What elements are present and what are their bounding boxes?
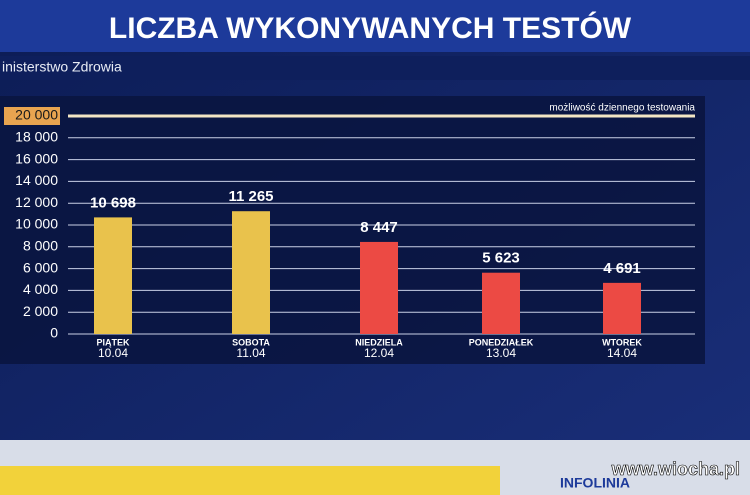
x-tick-label: PONEDZIAŁEK xyxy=(469,337,534,347)
title-bar xyxy=(0,0,750,52)
x-date-label: 14.04 xyxy=(607,346,637,360)
y-tick-label: 20 000 xyxy=(15,107,58,123)
bar xyxy=(232,211,270,334)
y-tick-highlight xyxy=(4,107,60,125)
value-label: 4 691 xyxy=(603,260,641,277)
chart-title: LICZBA WYKONYWANYCH TESTÓW xyxy=(109,11,632,45)
value-label: 5 623 xyxy=(482,250,520,267)
y-tick-label: 2 000 xyxy=(23,303,58,319)
y-tick-label: 12 000 xyxy=(15,194,58,210)
annotation: możliwość dziennego testowania xyxy=(549,103,695,114)
value-label: 10 698 xyxy=(90,194,136,211)
x-tick-label: NIEDZIELA xyxy=(355,337,403,347)
y-tick-label: 16 000 xyxy=(15,150,58,166)
value-label: 8 447 xyxy=(360,219,398,236)
subtitle-bar xyxy=(0,56,750,80)
value-label: 11 265 xyxy=(228,188,273,205)
ticker-text: INFOLINIA xyxy=(560,475,630,491)
y-tick-label: 10 000 xyxy=(15,216,58,232)
y-tick-label: 18 000 xyxy=(15,129,58,145)
y-tick-label: 4 000 xyxy=(23,281,58,297)
x-date-label: 11.04 xyxy=(236,346,265,360)
x-date-label: 10.04 xyxy=(98,346,128,360)
bar xyxy=(360,241,398,334)
chart-subtitle: inisterstwo Zdrowia xyxy=(2,59,122,75)
x-tick-label: PIĄTEK xyxy=(96,337,130,347)
plot: 0 2 000 4 000 6 000 8 000 10 000 12 000 14 000 1… xyxy=(4,107,695,360)
x-tick-label: SOBOTA xyxy=(232,337,270,347)
y-tick-label: 8 000 xyxy=(23,238,58,254)
ticker-strip xyxy=(0,466,500,495)
bar xyxy=(482,272,520,334)
x-date-label: 12.04 xyxy=(364,346,394,360)
x-tick-label: WTOREK xyxy=(602,337,642,347)
bar xyxy=(94,217,132,334)
watermark: www.wiocha.pl xyxy=(611,459,740,479)
y-tick-label: 14 000 xyxy=(15,172,58,188)
bar xyxy=(603,282,641,334)
y-tick-label: 0 xyxy=(50,325,58,341)
x-date-label: 13.04 xyxy=(486,346,516,360)
y-tick-label: 6 000 xyxy=(23,259,58,275)
